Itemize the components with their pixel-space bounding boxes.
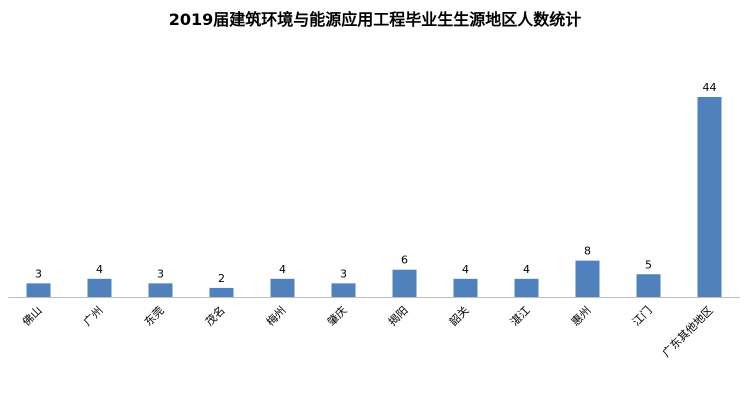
bar-9 [575, 260, 600, 297]
bar-1 [87, 278, 112, 297]
data-label-0: 3 [35, 267, 42, 280]
data-label-3: 2 [218, 272, 225, 285]
bar-3 [209, 287, 234, 297]
data-label-9: 8 [584, 245, 591, 258]
bar-11 [697, 97, 722, 297]
x-tick-label-1: 广州 [81, 304, 106, 329]
data-label-5: 3 [340, 267, 347, 280]
data-label-7: 4 [462, 263, 469, 276]
data-label-8: 4 [523, 263, 530, 276]
bar-8 [514, 278, 539, 297]
bar-2 [148, 283, 173, 297]
data-label-6: 6 [401, 254, 408, 267]
x-tick-label-5: 肇庆 [324, 303, 349, 328]
x-tick-labels-group: 佛山 广州 东莞 茂名 梅州 肇庆 揭阳 韶关 湛江 惠州 江门 广东其他地区 [20, 303, 716, 360]
x-tick-label-0: 佛山 [20, 304, 45, 329]
x-tick-label-6: 揭阳 [385, 303, 410, 328]
x-tick-label-7: 韶关 [446, 303, 471, 328]
data-label-10: 5 [645, 258, 652, 271]
chart-title: 2019届建筑环境与能源应用工程毕业生生源地区人数统计 [168, 10, 582, 29]
bar-10 [636, 274, 661, 297]
data-label-11: 44 [703, 81, 717, 94]
x-tick-label-3: 茂名 [202, 303, 227, 328]
x-tick-label-2: 东莞 [142, 304, 167, 329]
x-tick-label-10: 江门 [629, 303, 654, 328]
x-tick-label-11: 广东其他地区 [660, 304, 716, 360]
bar-5 [331, 283, 356, 297]
x-tick-label-4: 梅州 [263, 303, 288, 328]
bar-4 [270, 278, 295, 297]
bars-group [26, 97, 722, 297]
bar-6 [392, 269, 417, 297]
bar-0 [26, 283, 51, 297]
x-tick-label-9: 惠州 [568, 303, 593, 328]
bar-7 [453, 278, 478, 297]
data-label-4: 4 [279, 263, 286, 276]
data-label-2: 3 [157, 267, 164, 280]
data-label-1: 4 [96, 263, 103, 276]
x-tick-label-8: 湛江 [508, 304, 533, 329]
